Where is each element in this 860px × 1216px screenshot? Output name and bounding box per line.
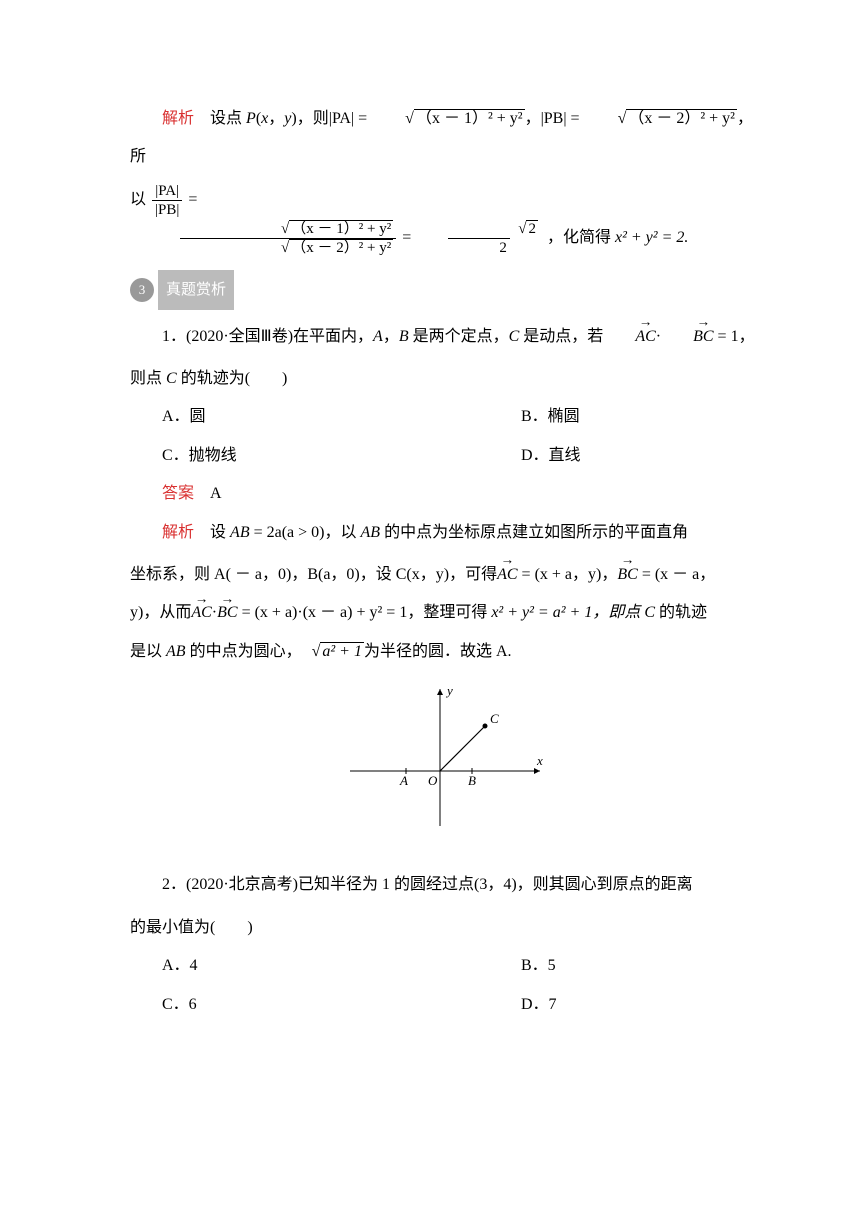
frac-big: （x － 1）² + y² （x － 2）² + y² [180,220,396,257]
sqrt-pb: （x － 2）² + y² [586,100,737,138]
svg-text:A: A [399,773,408,788]
q1-opt-d[interactable]: D．直线 [521,437,760,475]
intro-line-3: （x － 1）² + y² （x － 2）² + y² = 2 2 ，化简得 x… [130,219,760,257]
q2-stem: 2．(2020·北京高考)已知半径为 1 的圆经过点(3，4)，则其圆心到原点的… [130,866,760,904]
q2-stem-2: 的最小值为( ) [130,909,760,947]
q1-stem-2: 则点 C 的轨迹为( ) [130,360,760,398]
svg-text:C: C [490,711,499,726]
q1-answer: 答案 A [130,475,760,513]
jiexi-label: 解析 [162,110,194,127]
q2-options: A．4 B．5 C．6 D．7 [162,947,760,1024]
frac-rhs: 2 2 [417,220,541,257]
q2-opt-c[interactable]: C．6 [162,986,401,1024]
section-header: 3 真题赏析 [130,270,234,310]
badge-number: 3 [130,278,154,302]
q1-opt-a[interactable]: A．圆 [162,398,401,436]
q1-solution: 解析 设 AB = 2a(a > 0)，以 AB 的中点为坐标原点建立如图所示的… [130,514,760,552]
q1-figure: A O B C x y [130,681,760,846]
q1-opt-b[interactable]: B．椭圆 [521,398,760,436]
q1-options: A．圆 B．椭圆 C．抛物线 D．直线 [162,398,760,475]
q2-opt-d[interactable]: D．7 [521,986,760,1024]
q2-opt-b[interactable]: B．5 [521,947,760,985]
svg-text:x: x [536,753,543,768]
answer-label: 答案 [162,485,194,502]
q1-sol-4: 是以 AB 的中点为圆心， a² + 1为半径的圆．故选 A. [130,633,760,671]
q1-stem: 1．(2020·全国Ⅲ卷)在平面内，A，B 是两个定点，C 是动点，若AC·BC… [130,318,760,356]
vec-ac: AC [603,318,655,356]
coord-diagram: A O B C x y [340,681,550,831]
badge-text: 真题赏析 [158,270,234,310]
svg-text:y: y [445,683,453,698]
q1-opt-c[interactable]: C．抛物线 [162,437,401,475]
sqrt-pa: （x － 1）² + y² [373,100,524,138]
jiexi-label-2: 解析 [162,524,194,541]
vec-bc: BC [661,318,713,356]
q2-opt-a[interactable]: A．4 [162,947,401,985]
intro-line-2: 以 |PA| |PB| = [130,181,760,219]
q1-sol-3: y)，从而AC·BC = (x + a)·(x － a) + y² = 1，整理… [130,594,760,632]
svg-text:O: O [428,773,438,788]
svg-text:B: B [468,773,476,788]
intro-line-1: 解析 设点 P(x，y)，则|PA| = （x － 1）² + y²，|PB| … [130,100,760,177]
frac-papb: |PA| |PB| [152,182,182,219]
